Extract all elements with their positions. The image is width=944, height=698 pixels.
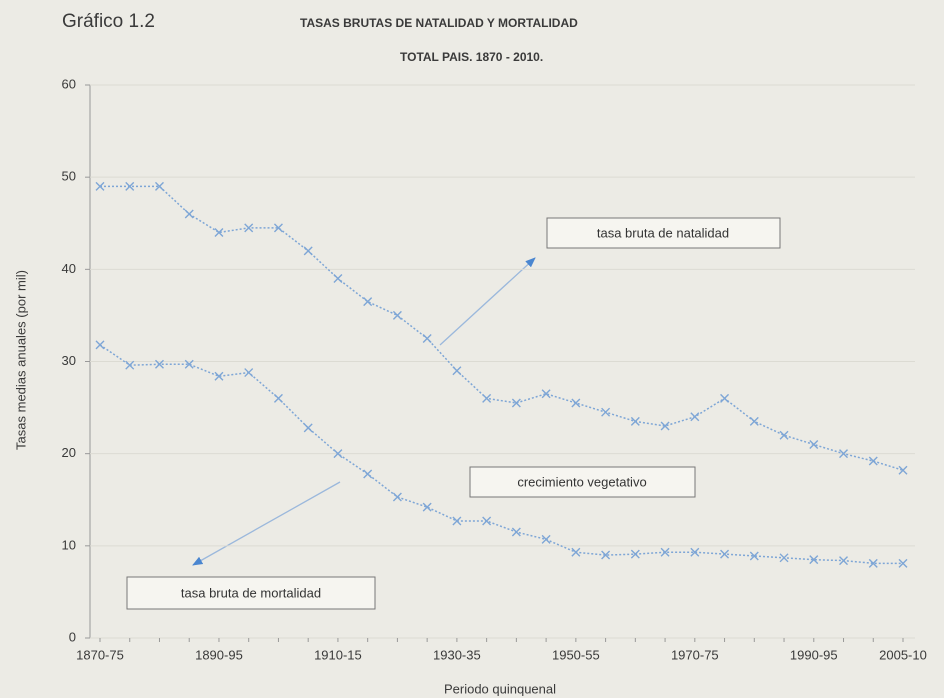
data-point bbox=[779, 553, 789, 563]
data-point bbox=[125, 360, 135, 370]
annotation: crecimiento vegetativo bbox=[517, 474, 646, 489]
data-point bbox=[482, 516, 492, 526]
y-tick-label: 40 bbox=[62, 261, 76, 276]
data-point bbox=[452, 366, 462, 376]
data-point bbox=[363, 469, 373, 479]
data-point bbox=[660, 547, 670, 557]
data-point bbox=[690, 547, 700, 557]
data-point bbox=[95, 181, 105, 191]
data-point bbox=[630, 416, 640, 426]
x-tick-label: 1890-95 bbox=[195, 647, 243, 662]
annotation-box bbox=[126, 576, 376, 610]
x-tick-label: 1970-75 bbox=[671, 647, 719, 662]
data-point bbox=[125, 181, 135, 191]
chart-title: TASAS BRUTAS DE NATALIDAD Y MORTALIDAD bbox=[300, 16, 578, 30]
data-point bbox=[809, 555, 819, 565]
data-point bbox=[333, 449, 343, 459]
data-point bbox=[244, 223, 254, 233]
data-point bbox=[303, 246, 313, 256]
data-point bbox=[868, 558, 878, 568]
data-point bbox=[511, 398, 521, 408]
data-point bbox=[214, 371, 224, 381]
data-point bbox=[184, 209, 194, 219]
x-tick-label: 1910-15 bbox=[314, 647, 362, 662]
data-point bbox=[541, 534, 551, 544]
chart-subtitle: TOTAL PAIS. 1870 - 2010. bbox=[400, 50, 543, 64]
series-line bbox=[99, 344, 903, 565]
data-point bbox=[839, 556, 849, 566]
data-point bbox=[214, 227, 224, 237]
data-point bbox=[244, 368, 254, 378]
x-tick-label: 2005-10 bbox=[879, 647, 927, 662]
figure-label: Gráfico 1.2 bbox=[62, 11, 155, 32]
data-point bbox=[452, 516, 462, 526]
annotation: tasa bruta de mortalidad bbox=[181, 585, 321, 600]
data-point bbox=[601, 407, 611, 417]
y-tick-label: 0 bbox=[69, 629, 76, 644]
series-line bbox=[100, 185, 904, 471]
data-point bbox=[779, 430, 789, 440]
data-point bbox=[630, 549, 640, 559]
data-point bbox=[720, 549, 730, 559]
data-point bbox=[333, 274, 343, 284]
data-point bbox=[273, 223, 283, 233]
annotation: tasa bruta de natalidad bbox=[597, 225, 729, 240]
data-point bbox=[303, 423, 313, 433]
data-point bbox=[154, 181, 164, 191]
y-tick-label: 60 bbox=[62, 76, 76, 91]
data-point bbox=[273, 393, 283, 403]
data-point bbox=[720, 393, 730, 403]
data-point bbox=[868, 456, 878, 466]
data-point bbox=[809, 439, 819, 449]
y-axis-label: Tasas medias anuales (por mil) bbox=[13, 270, 28, 450]
x-tick-label: 1990-95 bbox=[790, 647, 838, 662]
data-point bbox=[571, 547, 581, 557]
data-point bbox=[363, 297, 373, 307]
data-point bbox=[839, 449, 849, 459]
data-point bbox=[154, 359, 164, 369]
y-tick-label: 10 bbox=[62, 537, 76, 552]
data-point bbox=[392, 492, 402, 502]
y-tick-label: 30 bbox=[62, 353, 76, 368]
data-point bbox=[660, 421, 670, 431]
data-point bbox=[690, 412, 700, 422]
arrow bbox=[439, 257, 536, 346]
y-tick-label: 50 bbox=[62, 169, 76, 184]
data-point bbox=[898, 558, 908, 568]
x-tick-label: 1870-75 bbox=[76, 647, 124, 662]
annotation-box bbox=[546, 217, 781, 249]
data-point bbox=[422, 502, 432, 512]
y-tick-label: 20 bbox=[62, 445, 76, 460]
data-point bbox=[482, 393, 492, 403]
data-point bbox=[541, 389, 551, 399]
data-point bbox=[511, 527, 521, 537]
data-point bbox=[392, 310, 402, 320]
data-point bbox=[95, 340, 105, 350]
data-point bbox=[571, 398, 581, 408]
data-point bbox=[898, 465, 908, 475]
data-point bbox=[184, 359, 194, 369]
arrow bbox=[192, 481, 341, 566]
x-tick-label: 1930-35 bbox=[433, 647, 481, 662]
annotation-box bbox=[469, 466, 696, 498]
data-point bbox=[601, 550, 611, 560]
data-point bbox=[422, 333, 432, 343]
x-axis-label: Periodo quinquenal bbox=[444, 681, 556, 696]
data-point bbox=[749, 551, 759, 561]
x-tick-label: 1950-55 bbox=[552, 647, 600, 662]
data-point bbox=[749, 416, 759, 426]
